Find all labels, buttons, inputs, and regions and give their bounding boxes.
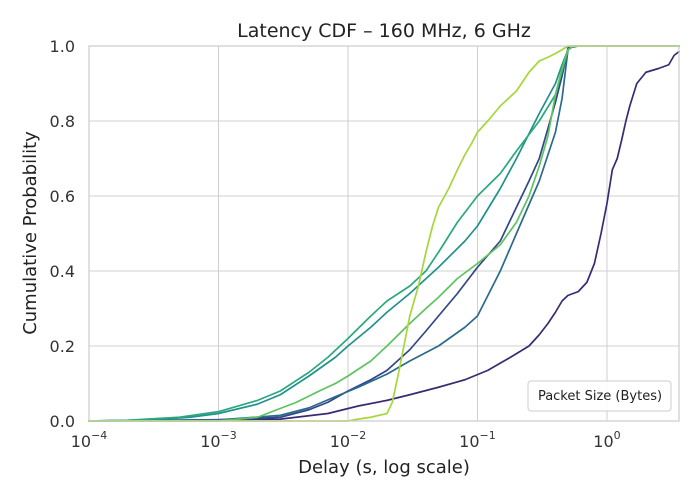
x-tick-label: 100 xyxy=(593,429,620,451)
y-tick-label: 1.0 xyxy=(50,37,75,56)
x-tick-label: 10−1 xyxy=(459,429,496,451)
chart-title: Latency CDF – 160 MHz, 6 GHz xyxy=(237,20,531,42)
y-tick-label: 0.4 xyxy=(50,262,75,281)
series-line xyxy=(88,45,680,422)
series-line xyxy=(88,45,680,422)
y-tick-label: 0.0 xyxy=(50,412,75,431)
y-axis-label: Cumulative Probability xyxy=(20,131,41,335)
legend-box xyxy=(527,380,672,412)
x-tick-label: 10−2 xyxy=(330,429,367,451)
x-tick-label: 10−4 xyxy=(71,429,108,451)
series-line xyxy=(88,45,680,422)
y-tick-labels: 0.0 0.2 0.4 0.6 0.8 1.0 xyxy=(50,37,75,431)
y-tick-label: 0.6 xyxy=(50,187,75,206)
series-layer xyxy=(88,45,680,422)
legend: Packet Size (Bytes) xyxy=(527,380,672,412)
plot-frame xyxy=(88,45,680,422)
series-line xyxy=(88,45,680,422)
legend-title: Packet Size (Bytes) xyxy=(538,389,662,404)
plot-background xyxy=(89,46,679,421)
y-tick-label: 0.2 xyxy=(50,337,75,356)
series-line xyxy=(88,50,680,422)
y-tick-label: 0.8 xyxy=(50,112,75,131)
series-line xyxy=(88,45,680,422)
x-axis-label: Delay (s, log scale) xyxy=(298,457,470,478)
series-line xyxy=(88,45,680,422)
x-tick-labels: 10−4 10−3 10−2 10−1 100 xyxy=(71,429,621,451)
x-tick-label: 10−3 xyxy=(200,429,237,451)
